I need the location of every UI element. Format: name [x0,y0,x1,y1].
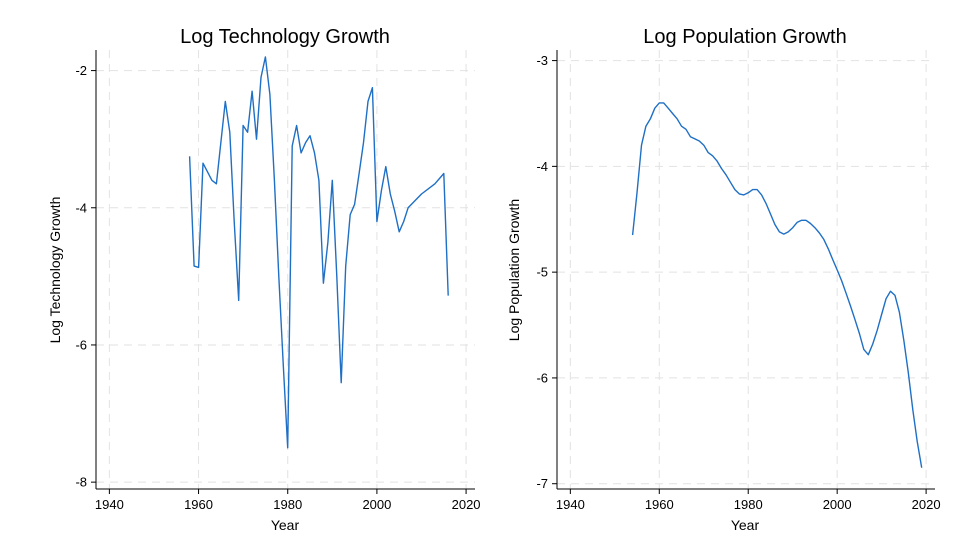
chart-title: Log Technology Growth [180,26,390,48]
x-axis-label: Year [271,517,300,533]
y-axis-label: Log Technology Growth [47,197,63,344]
x-tick-label: 2020 [452,497,481,512]
y-tick-label: -3 [536,53,548,68]
gridlines [96,50,475,489]
y-tick-label: -6 [536,370,548,385]
series-line [188,56,449,449]
x-tick-label: 1940 [95,497,124,512]
y-tick-label: -5 [536,265,548,280]
x-tick-label: 1960 [645,497,674,512]
gridlines [557,50,935,489]
technology-growth-panel: Log Technology Growth Year Log Technolog… [47,26,481,533]
x-tick-label: 1940 [556,497,585,512]
y-tick-label: -6 [75,337,87,352]
y-tick-label: -4 [536,159,548,174]
y-tick-label: -4 [75,200,87,215]
x-tick-label: 1980 [273,497,302,512]
x-tick-label: 1960 [184,497,213,512]
y-tick-label: -8 [75,475,87,490]
y-tick-label: -7 [536,476,548,491]
chart-title: Log Population Growth [643,26,846,48]
population-growth-panel: Log Population Growth Year Log Populatio… [506,26,941,533]
y-axis-label: Log Population Growth [506,199,522,341]
y-tick-label: -2 [75,63,87,78]
x-tick-label: 2020 [912,497,941,512]
x-axis-label: Year [731,517,760,533]
x-tick-label: 2000 [362,497,391,512]
series-line [631,102,923,468]
x-tick-label: 2000 [823,497,852,512]
x-tick-label: 1980 [734,497,763,512]
